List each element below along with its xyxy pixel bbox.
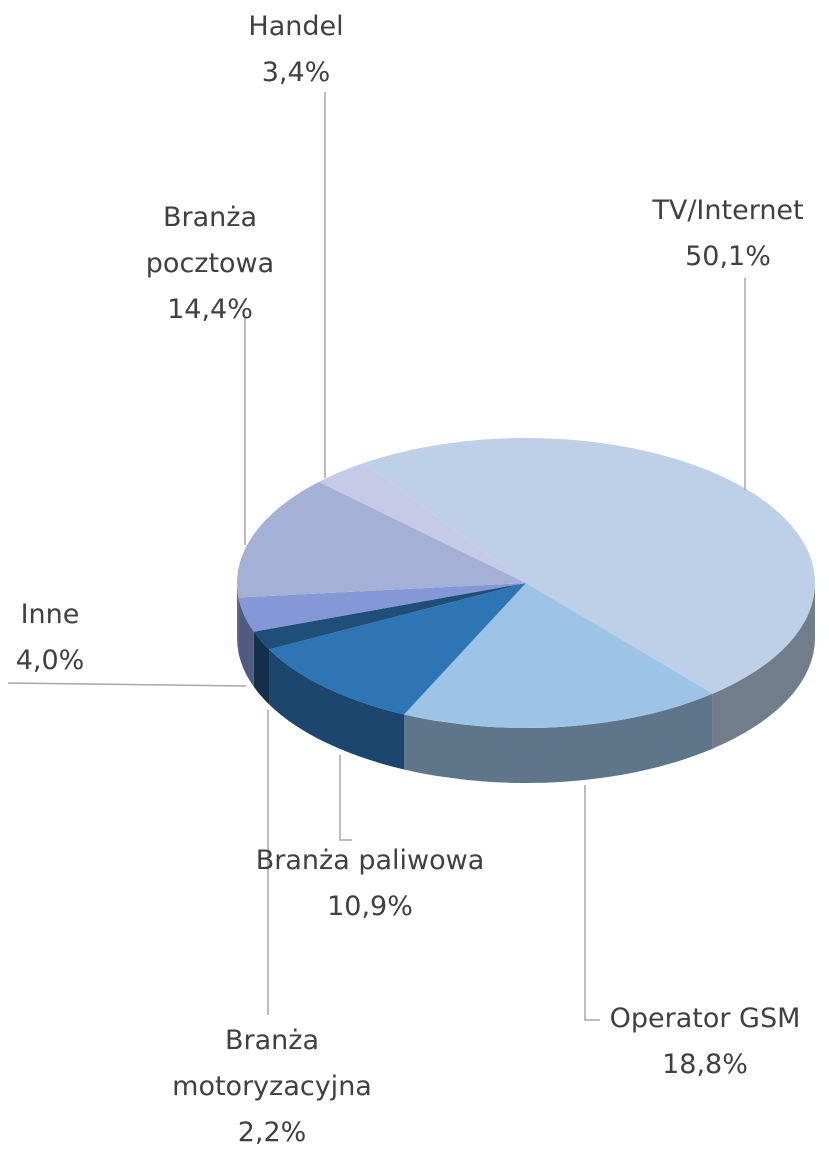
leader-line	[7, 682, 247, 687]
value-label: 18,8%	[662, 1049, 748, 1080]
slice-side	[238, 597, 254, 687]
leader-line	[584, 785, 600, 1021]
category-label: Inne	[20, 599, 80, 630]
slice	[404, 583, 713, 728]
slice	[253, 583, 526, 650]
leader-line	[339, 755, 352, 841]
slice	[238, 583, 526, 632]
category-label: Handel	[248, 11, 344, 42]
category-label: Operator GSM	[609, 1003, 801, 1034]
category-label: Branża paliwowa	[255, 845, 485, 876]
value-label: 50,1%	[685, 241, 771, 272]
data-label: TV/Internet 50,1%	[568, 188, 829, 280]
slice	[364, 437, 816, 694]
slice	[269, 583, 526, 715]
category-label: Branża pocztowa	[145, 202, 275, 279]
data-label: Inne 4,0%	[0, 592, 110, 684]
value-label: 10,9%	[327, 891, 413, 922]
slice-side	[712, 583, 816, 749]
data-label: Branża motoryzacyjna 2,2%	[142, 1018, 402, 1156]
value-label: 3,4%	[261, 57, 331, 88]
slice	[318, 462, 526, 583]
slice-side	[269, 649, 405, 770]
category-label: TV/Internet	[652, 195, 804, 226]
value-label: 2,2%	[237, 1117, 307, 1148]
data-label: Branża pocztowa 14,4%	[125, 195, 295, 333]
data-label: Branża paliwowa 10,9%	[210, 838, 530, 930]
slice	[237, 481, 527, 598]
data-label: Handel 3,4%	[196, 4, 396, 96]
slice-side	[253, 631, 270, 705]
value-label: 4,0%	[15, 645, 85, 676]
value-label: 14,4%	[167, 294, 253, 325]
data-label: Operator GSM 18,8%	[545, 996, 829, 1088]
category-label: Branża motoryzacyjna	[172, 1025, 372, 1102]
slice-side	[404, 693, 713, 783]
slice-side	[237, 583, 239, 653]
